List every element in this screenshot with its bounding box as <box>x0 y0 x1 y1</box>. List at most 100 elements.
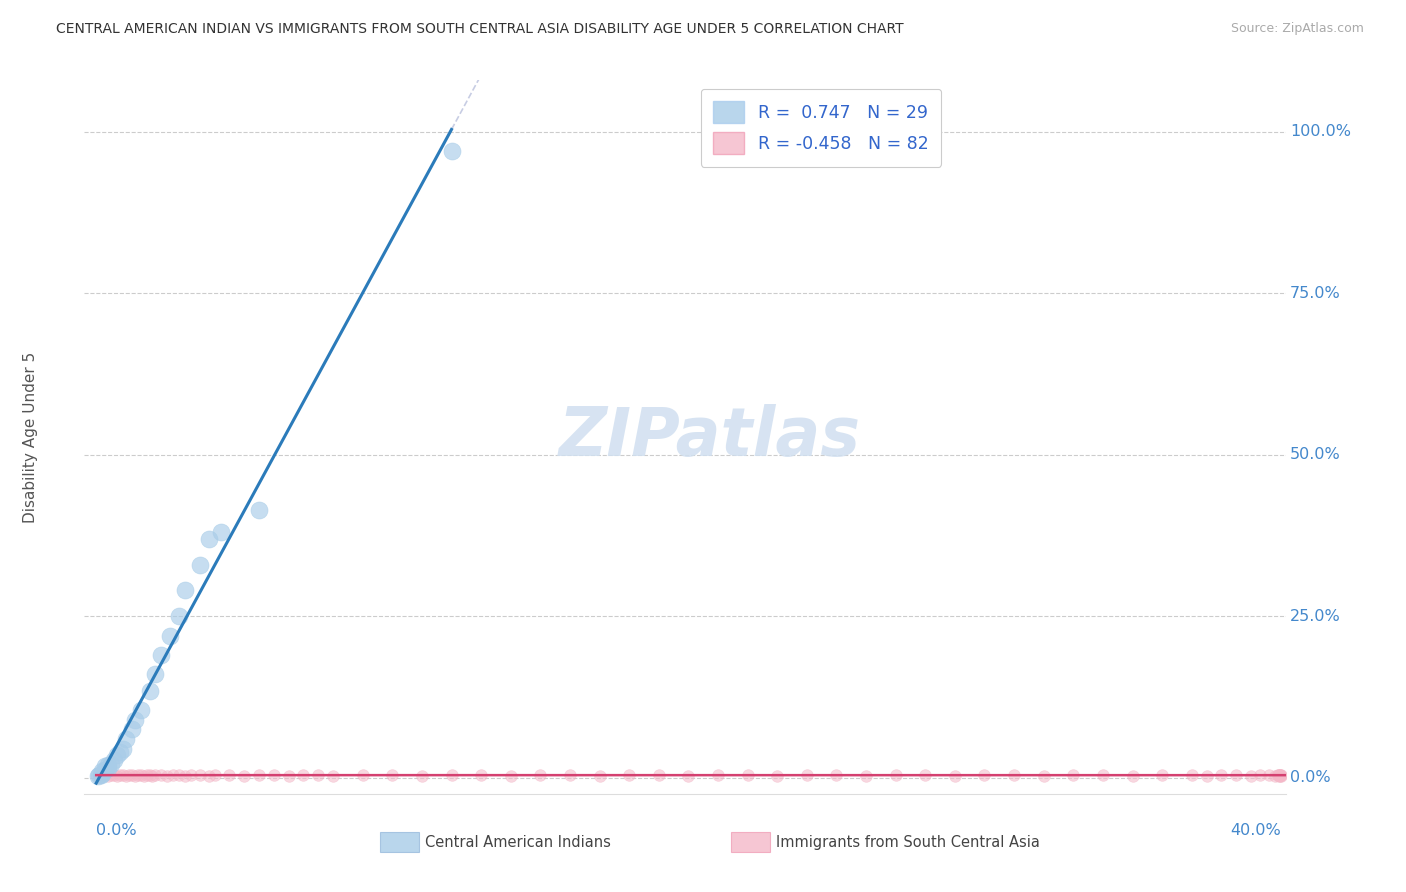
Point <box>648 768 671 782</box>
Point <box>247 767 270 781</box>
Point <box>1249 767 1271 781</box>
Point <box>204 767 226 781</box>
Point <box>529 767 551 781</box>
Text: Central American Indians: Central American Indians <box>425 835 610 849</box>
Point <box>440 145 463 159</box>
Point <box>737 768 759 782</box>
Point <box>108 745 131 759</box>
Point <box>855 769 877 783</box>
Text: Source: ZipAtlas.com: Source: ZipAtlas.com <box>1230 22 1364 36</box>
Point <box>1002 768 1025 782</box>
Point <box>167 768 190 782</box>
Point <box>141 769 163 783</box>
Text: Disability Age Under 5: Disability Age Under 5 <box>22 351 38 523</box>
Point <box>129 703 152 717</box>
Point <box>292 767 315 781</box>
Point <box>1091 768 1114 782</box>
Point <box>150 648 173 662</box>
Point <box>825 768 848 782</box>
Point <box>1195 769 1218 783</box>
Point <box>145 767 167 781</box>
Point <box>167 609 190 624</box>
Point <box>1268 769 1291 783</box>
Point <box>174 769 197 783</box>
Point <box>94 763 117 777</box>
Point <box>307 768 329 782</box>
Point <box>91 764 114 779</box>
Point <box>1268 767 1291 781</box>
Point <box>470 768 492 782</box>
Point <box>97 769 120 783</box>
Text: 25.0%: 25.0% <box>1291 608 1341 624</box>
Point <box>1240 769 1263 783</box>
Point <box>352 767 374 781</box>
Point <box>1270 769 1292 783</box>
Point <box>97 757 120 772</box>
Point <box>1270 767 1292 781</box>
Point <box>1267 768 1289 782</box>
Point <box>94 759 117 773</box>
Point <box>162 767 184 781</box>
Point <box>90 767 112 781</box>
Point <box>132 769 155 783</box>
Point <box>100 756 122 771</box>
Point <box>103 768 125 782</box>
Point <box>114 731 136 746</box>
Point <box>884 767 907 781</box>
Point <box>796 767 818 781</box>
Point <box>180 767 202 781</box>
Point <box>197 532 219 546</box>
Point <box>247 502 270 516</box>
Point <box>86 769 108 783</box>
Point <box>91 767 114 781</box>
Point <box>150 768 173 782</box>
Point <box>1062 767 1084 781</box>
Point <box>97 761 120 775</box>
Point <box>914 768 936 782</box>
Point <box>678 769 700 783</box>
Point <box>322 769 344 783</box>
Point <box>209 525 232 540</box>
Point <box>263 768 285 782</box>
Point <box>121 723 143 737</box>
Point <box>89 768 111 782</box>
Point <box>617 767 640 781</box>
Point <box>381 768 404 782</box>
Point <box>174 583 197 598</box>
Point <box>159 629 181 643</box>
Point <box>121 768 143 782</box>
Point <box>138 683 160 698</box>
Text: 75.0%: 75.0% <box>1291 286 1341 301</box>
Point <box>124 713 146 727</box>
Text: 0.0%: 0.0% <box>1291 770 1330 785</box>
Point <box>89 768 111 782</box>
Point <box>100 767 122 781</box>
Point <box>108 767 131 781</box>
Point <box>91 767 114 781</box>
Point <box>145 667 167 681</box>
Point <box>440 767 463 781</box>
Point <box>277 769 299 783</box>
Point <box>118 767 141 781</box>
Point <box>766 769 789 783</box>
Point <box>1257 768 1279 782</box>
Text: CENTRAL AMERICAN INDIAN VS IMMIGRANTS FROM SOUTH CENTRAL ASIA DISABILITY AGE UND: CENTRAL AMERICAN INDIAN VS IMMIGRANTS FR… <box>56 22 904 37</box>
Point <box>94 768 117 782</box>
Point <box>105 769 128 783</box>
Legend: R =  0.747   N = 29, R = -0.458   N = 82: R = 0.747 N = 29, R = -0.458 N = 82 <box>702 89 941 167</box>
Point <box>156 769 179 783</box>
Point <box>1270 769 1292 783</box>
Point <box>1121 769 1143 783</box>
Point <box>129 768 152 782</box>
Point <box>138 768 160 782</box>
Text: 40.0%: 40.0% <box>1230 823 1281 838</box>
Point <box>943 769 966 783</box>
Point <box>411 769 433 783</box>
Point <box>127 767 149 781</box>
Point <box>1181 768 1204 782</box>
Text: 0.0%: 0.0% <box>96 823 136 838</box>
Text: 100.0%: 100.0% <box>1291 125 1351 139</box>
Point <box>499 769 522 783</box>
Point <box>135 767 157 781</box>
Point <box>1211 767 1233 781</box>
